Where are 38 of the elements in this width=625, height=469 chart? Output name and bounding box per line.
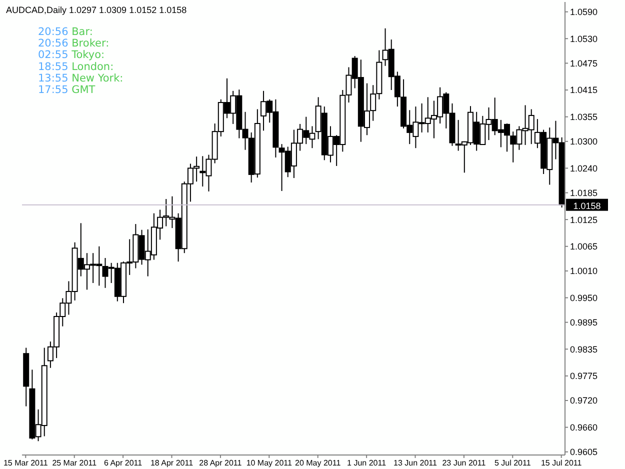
y-tick-label: 1.0415 (570, 85, 598, 96)
x-tick-label: 20 May 2011 (295, 458, 342, 468)
y-tick-label: 0.9950 (570, 292, 598, 303)
x-tick-label: 28 Apr 2011 (199, 458, 242, 468)
y-tick-label: 1.0185 (570, 188, 598, 198)
y-tick-label: 0.9895 (570, 318, 598, 328)
annotation: 18:55 London: (38, 60, 114, 73)
annotation: 02:55 Tokyo: (38, 49, 105, 62)
y-tick-label: 1.0065 (570, 242, 598, 252)
y-tick-label: 1.0475 (570, 58, 598, 68)
x-tick-label: 10 May 2011 (246, 458, 293, 468)
annotation: 20:56 Bar: (38, 26, 93, 38)
x-tick-label: 25 Mar 2011 (52, 458, 98, 468)
annotation: 20:56 Broker: (38, 38, 110, 50)
y-tick-label: 0.9835 (570, 344, 598, 354)
ref-line-label: 1.0158 (573, 200, 601, 211)
y-tick-label: 0.9775 (570, 371, 598, 382)
x-tick-label: 13 Jun 2011 (394, 458, 438, 468)
x-tick-label: 6 Apr 2011 (104, 458, 143, 468)
x-tick-label: 5 Jul 2011 (494, 458, 532, 468)
y-tick-label: 1.0240 (570, 163, 598, 174)
x-tick-label: 15 Jul 2011 (540, 458, 582, 468)
x-tick-label: 18 Apr 2011 (150, 458, 194, 468)
x-tick-label: 1 Jun 2011 (347, 458, 387, 468)
y-tick-label: 1.0355 (570, 112, 598, 122)
y-tick-label: 1.0010 (570, 266, 598, 276)
y-tick-label: 1.0125 (570, 214, 598, 225)
y-tick-label: 1.0590 (570, 7, 598, 18)
y-tick-label: 0.9605 (570, 447, 598, 458)
y-tick-label: 0.9720 (570, 396, 598, 406)
annotation: 13:55 New York: (38, 72, 124, 84)
y-tick-label: 0.9660 (570, 422, 598, 432)
chart-title: AUDCAD,Daily 1.0297 1.0309 1.0152 1.0158 (6, 5, 187, 15)
y-tick-label: 1.0530 (570, 34, 598, 44)
x-tick-label: 15 Mar 2011 (3, 458, 48, 468)
y-tick-label: 1.0300 (570, 136, 598, 147)
x-tick-label: 23 Jun 2011 (442, 458, 486, 468)
annotation: 17:55 GMT (38, 84, 96, 96)
